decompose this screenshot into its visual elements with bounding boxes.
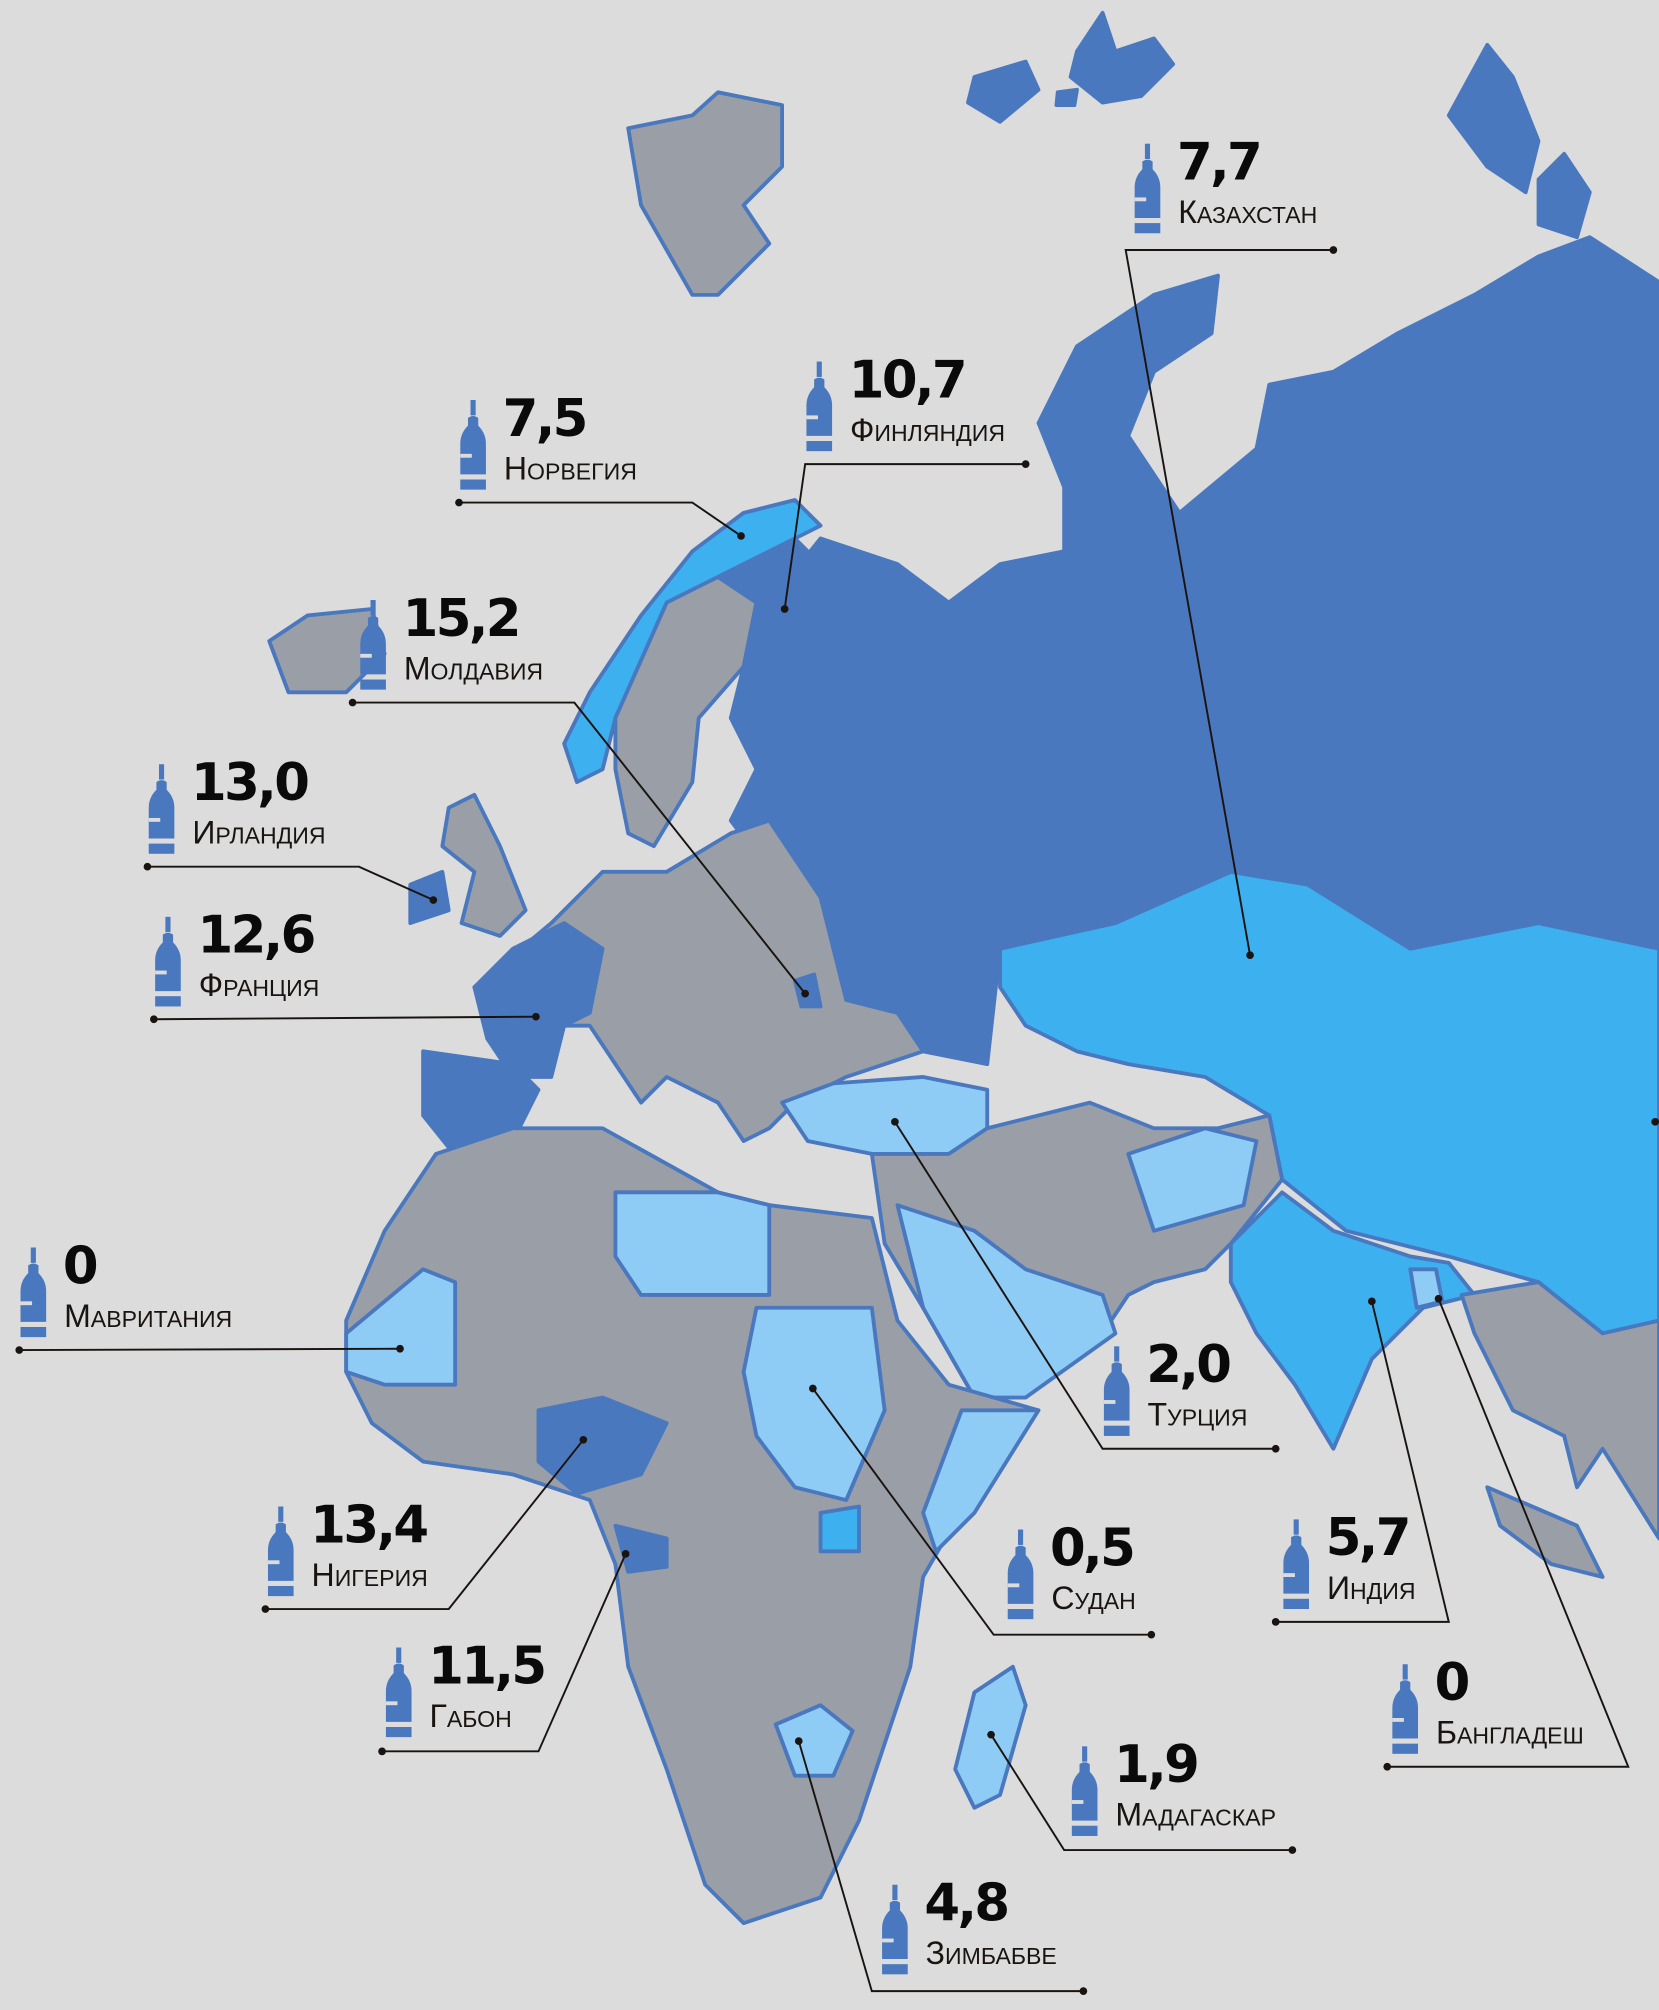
- bottle-icon: [459, 400, 487, 490]
- country-name: Габон: [429, 1698, 512, 1735]
- consumption-value: 11,5: [428, 1637, 547, 1697]
- country-label: 7,7 Казахстан: [1133, 133, 1466, 259]
- country-label: 0 Мавритания: [19, 1237, 352, 1362]
- country-name: Норвегия: [503, 451, 637, 488]
- country-name: Бангладеш: [1435, 1715, 1584, 1752]
- country-name: Финляндия: [850, 412, 1006, 449]
- bottle-icon: [1133, 143, 1161, 234]
- country-label: 10,7 Финляндия: [805, 351, 1138, 477]
- consumption-value: 7,7: [1176, 133, 1263, 193]
- country-name: Казахстан: [1178, 194, 1318, 231]
- country-name: Франция: [198, 967, 320, 1004]
- bottle-icon: [1071, 1746, 1099, 1836]
- severnaya-zemlya: [1446, 42, 1541, 195]
- bottle-icon: [1391, 1664, 1419, 1754]
- country-name: Нигерия: [311, 1557, 428, 1594]
- somalia: [921, 1408, 1041, 1554]
- novaya-zemlya: [966, 59, 1041, 124]
- country-name: Мавритания: [64, 1298, 233, 1335]
- bottle-icon: [147, 764, 175, 854]
- zimbabwe: [773, 1703, 855, 1778]
- bottle-icon: [19, 1247, 47, 1338]
- country-label: 4,8 Зимбабве: [881, 1874, 1214, 2000]
- consumption-value: 12,6: [197, 906, 316, 966]
- consumption-value: 0: [1434, 1653, 1471, 1713]
- country-name: Индия: [1326, 1570, 1416, 1607]
- kazakhstan-china: [998, 869, 1659, 1336]
- country-label: 13,4 Нигерия: [267, 1496, 600, 1621]
- country-name: Ирландия: [192, 815, 326, 852]
- country-label: 2,0 Турция: [1103, 1336, 1436, 1461]
- consumption-value: 0,5: [1050, 1519, 1136, 1579]
- bottle-icon: [267, 1506, 295, 1597]
- country-label: 15,2 Молдавия: [359, 590, 692, 715]
- consumption-value: 13,4: [310, 1496, 429, 1556]
- country-label: 0,5 Судан: [1006, 1519, 1339, 1645]
- uk: [440, 792, 528, 938]
- mauritania: [344, 1267, 458, 1387]
- consumption-value: 15,2: [402, 589, 522, 649]
- country-name: Зимбабве: [925, 1935, 1057, 1972]
- country-label: 11,5 Габон: [385, 1637, 718, 1762]
- sudan: [741, 1305, 887, 1502]
- bottle-icon: [385, 1647, 413, 1738]
- svalbard: [626, 90, 785, 297]
- consumption-value: 10,7: [848, 351, 968, 411]
- bottle-icon: [1103, 1346, 1131, 1436]
- arctic-island: [1068, 10, 1176, 105]
- consumption-value: 13,0: [191, 753, 310, 813]
- indonesia: [1485, 1485, 1605, 1579]
- southeast-asia: [1459, 1280, 1659, 1541]
- bottle-icon: [359, 600, 387, 690]
- bottle-icon: [154, 916, 182, 1007]
- bottle-icon: [805, 361, 833, 452]
- nigeria: [536, 1395, 669, 1496]
- afghanistan: [1126, 1126, 1259, 1233]
- france: [472, 921, 605, 1079]
- finland: [716, 536, 836, 746]
- turkey: [780, 1075, 990, 1156]
- country-name: Турция: [1147, 1397, 1248, 1434]
- arabia: [895, 1203, 1118, 1400]
- arctic-island: [1536, 151, 1592, 240]
- libya: [613, 1190, 772, 1297]
- consumption-value: 7,5: [502, 389, 589, 449]
- country-label: 13,0 Ирландия: [147, 754, 480, 879]
- bottle-icon: [881, 1884, 909, 1975]
- uganda: [818, 1504, 861, 1554]
- consumption-value: 5,7: [1325, 1509, 1412, 1569]
- bangladesh: [1408, 1267, 1445, 1310]
- arctic-island: [1054, 87, 1079, 108]
- country-label: 5,7 Индия: [1282, 1509, 1615, 1634]
- bottle-icon: [1282, 1519, 1310, 1610]
- consumption-value: 4,8: [924, 1874, 1010, 1934]
- country-label: 1,9 Мадагаскар: [1071, 1736, 1404, 1861]
- consumption-value: 1,9: [1114, 1735, 1200, 1795]
- bottle-icon: [1006, 1529, 1034, 1620]
- moldova: [792, 972, 823, 1009]
- consumption-value: 0: [62, 1237, 99, 1297]
- leader-lines: [15, 246, 1659, 1995]
- consumption-value: 2,0: [1146, 1335, 1232, 1395]
- country-label: 7,5 Норвегия: [459, 390, 792, 515]
- country-name: Судан: [1051, 1580, 1136, 1617]
- country-name: Мадагаскар: [1115, 1797, 1277, 1834]
- country-label: 0 Бангладеш: [1391, 1654, 1659, 1779]
- country-label: 12,6 Франция: [154, 906, 487, 1032]
- sweden: [613, 575, 759, 849]
- country-name: Молдавия: [403, 651, 544, 688]
